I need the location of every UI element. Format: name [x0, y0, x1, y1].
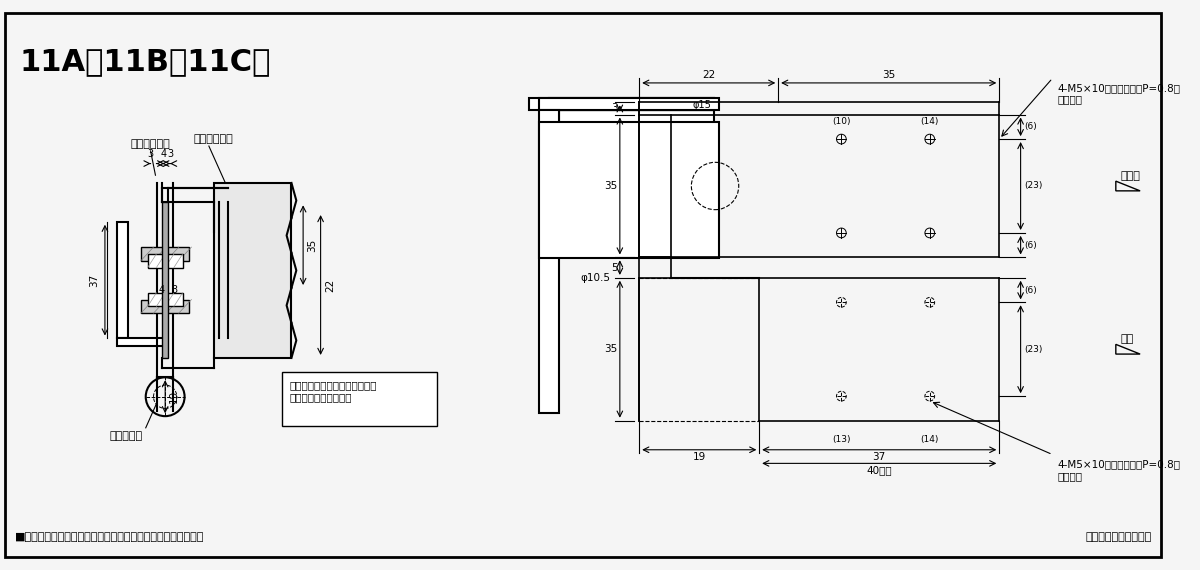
- Bar: [140, 300, 190, 313]
- Text: セットネジ: セットネジ: [109, 431, 143, 441]
- Text: 19: 19: [169, 390, 179, 404]
- Bar: [162, 202, 168, 358]
- Text: 40以上: 40以上: [866, 465, 892, 475]
- Bar: [529, 99, 714, 110]
- Text: 裏板（別途）: 裏板（別途）: [131, 139, 170, 149]
- Bar: [539, 122, 719, 258]
- Text: 35: 35: [605, 344, 618, 354]
- Bar: [148, 293, 182, 306]
- Text: 22: 22: [325, 278, 336, 292]
- Text: 19: 19: [692, 451, 706, 462]
- Bar: [559, 110, 714, 246]
- Text: 3: 3: [611, 104, 618, 113]
- Text: 裏板（別途）: 裏板（別途）: [194, 134, 234, 144]
- Text: (23): (23): [1025, 181, 1043, 190]
- Text: 本図は右開きを示す。: 本図は右開きを示す。: [1085, 532, 1151, 543]
- Text: 4: 4: [158, 285, 164, 295]
- Text: セットネジは軸の抜止めです。
必ず締込んで下さい。: セットネジは軸の抜止めです。 必ず締込んで下さい。: [289, 380, 377, 402]
- Text: φ15: φ15: [692, 100, 712, 110]
- Bar: [214, 183, 292, 358]
- Text: 37: 37: [89, 274, 100, 287]
- Text: 35: 35: [307, 238, 317, 252]
- Text: 35: 35: [882, 70, 895, 80]
- Text: (13): (13): [832, 435, 851, 444]
- Text: (14): (14): [920, 435, 938, 444]
- Bar: [148, 254, 182, 267]
- Bar: [140, 247, 190, 260]
- Text: (6): (6): [1025, 241, 1037, 250]
- Bar: [282, 372, 437, 426]
- Text: 4: 4: [160, 149, 167, 158]
- Text: 4-M5×10タ皿小ネジ（P=0.8）
（別途）: 4-M5×10タ皿小ネジ（P=0.8） （別途）: [1057, 83, 1181, 104]
- Bar: [539, 110, 559, 413]
- Text: (23): (23): [1025, 345, 1043, 354]
- Text: 37: 37: [872, 451, 886, 462]
- Text: (10): (10): [832, 116, 851, 125]
- Text: 22: 22: [702, 70, 715, 80]
- Bar: [548, 99, 714, 110]
- Text: 4-M5×10タ皿小ネジ（P=0.8）
（別途）: 4-M5×10タ皿小ネジ（P=0.8） （別途）: [1057, 459, 1181, 481]
- Text: φ10.5: φ10.5: [580, 273, 610, 283]
- Text: 5: 5: [611, 263, 618, 272]
- Text: 11A・11B・11C用: 11A・11B・11C用: [19, 47, 271, 76]
- Text: 3: 3: [170, 285, 176, 295]
- Text: 3: 3: [148, 149, 154, 158]
- Bar: [116, 339, 167, 346]
- Text: (14): (14): [920, 116, 938, 125]
- Bar: [539, 99, 719, 110]
- Text: 35: 35: [605, 181, 618, 191]
- Text: 3: 3: [167, 149, 173, 158]
- Text: 枚側: 枚側: [1121, 335, 1134, 344]
- Text: ■タップ型は（　）内寸法にて製作出来ます。（オプション）: ■タップ型は（ ）内寸法にて製作出来ます。（オプション）: [14, 532, 204, 543]
- Text: ドア側: ドア側: [1121, 171, 1140, 181]
- Text: (6): (6): [1025, 123, 1037, 131]
- Text: (6): (6): [1025, 286, 1037, 295]
- Bar: [116, 222, 128, 339]
